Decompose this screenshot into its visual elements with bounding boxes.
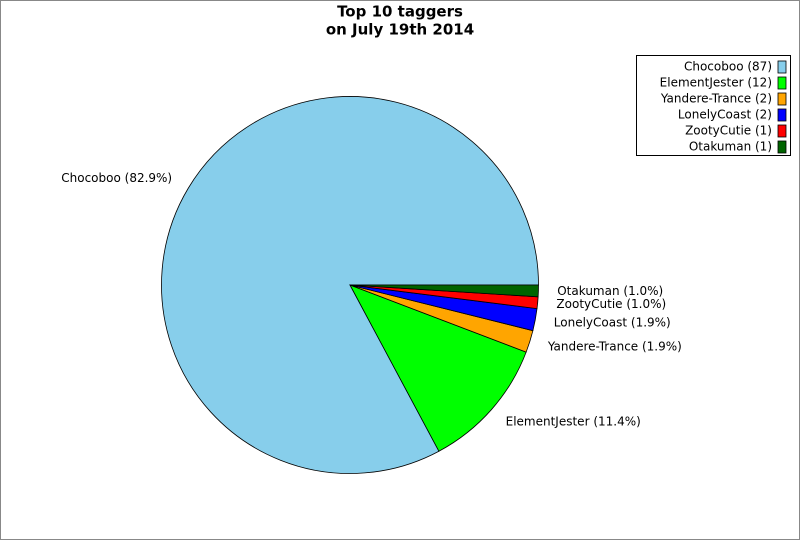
chart-title: Top 10 taggers — [337, 3, 463, 21]
slice-label: Yandere-Trance (1.9%) — [547, 340, 682, 354]
legend-swatch — [777, 76, 787, 90]
slice-label: ZootyCutie (1.0%) — [556, 297, 666, 311]
slice-label: Otakuman (1.0%) — [557, 284, 663, 298]
slice-label: ElementJester (11.4%) — [506, 415, 641, 429]
pie-slice — [349, 284, 527, 452]
slice-label: LonelyCoast (1.9%) — [554, 316, 671, 330]
legend-label: Yandere-Trance (2) — [660, 92, 772, 106]
legend-swatch — [777, 140, 787, 154]
legend-swatch — [777, 92, 787, 106]
legend-swatch — [777, 124, 787, 138]
legend-swatch — [777, 60, 787, 74]
legend-label: ElementJester (12) — [660, 76, 772, 90]
legend-box — [636, 55, 791, 156]
legend-label: LonelyCoast (2) — [678, 108, 772, 122]
slice-label: Chocoboo (82.9%) — [61, 171, 172, 185]
legend-swatch — [777, 108, 787, 122]
pie-slice — [349, 284, 539, 298]
legend-label: Otakuman (1) — [689, 140, 772, 154]
legend-label: Chocoboo (87) — [684, 60, 772, 74]
legend-label: ZootyCutie (1) — [685, 124, 772, 138]
chart-title: on July 19th 2014 — [326, 21, 474, 39]
